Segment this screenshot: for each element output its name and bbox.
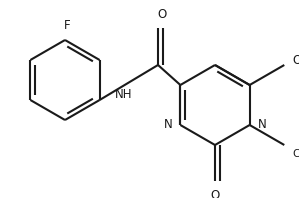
Text: O: O [157,8,167,21]
Text: F: F [64,19,70,32]
Text: N: N [164,118,172,131]
Text: O: O [210,189,220,198]
Text: N: N [258,118,266,131]
Text: OH: OH [292,54,299,68]
Text: NH: NH [115,89,132,102]
Text: CH₃: CH₃ [292,149,299,159]
